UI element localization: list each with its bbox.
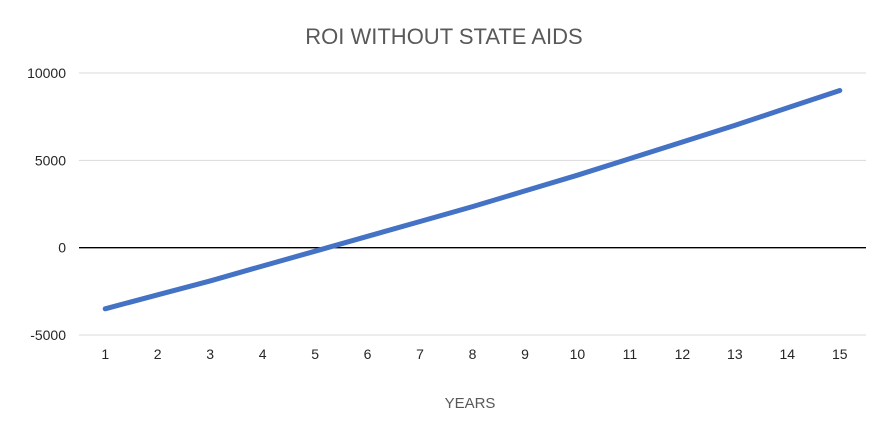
x-tick-label: 15: [832, 346, 848, 362]
series-line: [102, 88, 843, 312]
x-tick-label: 9: [521, 346, 529, 362]
x-tick-label: 12: [675, 346, 691, 362]
y-tick-label: 10000: [27, 65, 66, 81]
y-tick-label: -5000: [30, 327, 66, 343]
chart-title: ROI WITHOUT STATE AIDS: [305, 24, 582, 49]
y-tick-label: 5000: [35, 152, 66, 168]
x-tick-label: 3: [206, 346, 214, 362]
x-tick-label: 7: [416, 346, 424, 362]
y-tick-label: 0: [58, 240, 66, 256]
x-tick-label: 10: [570, 346, 586, 362]
x-axis-title: YEARS: [445, 395, 496, 412]
x-tick-label: 5: [311, 346, 319, 362]
x-tick-label: 8: [469, 346, 477, 362]
x-tick-label: 14: [780, 346, 796, 362]
x-axis-tick-labels: 1 2 3 4 5 6 7 8 9 10 11 12 13 14 15: [101, 346, 847, 362]
series-lines: [102, 88, 843, 312]
gridlines: [79, 72, 866, 336]
x-tick-label: 6: [364, 346, 372, 362]
x-tick-label: 11: [623, 346, 638, 362]
y-axis-tick-labels: -5000 0 5000 10000: [27, 65, 66, 343]
x-tick-label: 4: [259, 346, 267, 362]
x-tick-label: 1: [101, 346, 109, 362]
x-tick-label: 13: [727, 346, 743, 362]
x-tick-label: 2: [154, 346, 162, 362]
